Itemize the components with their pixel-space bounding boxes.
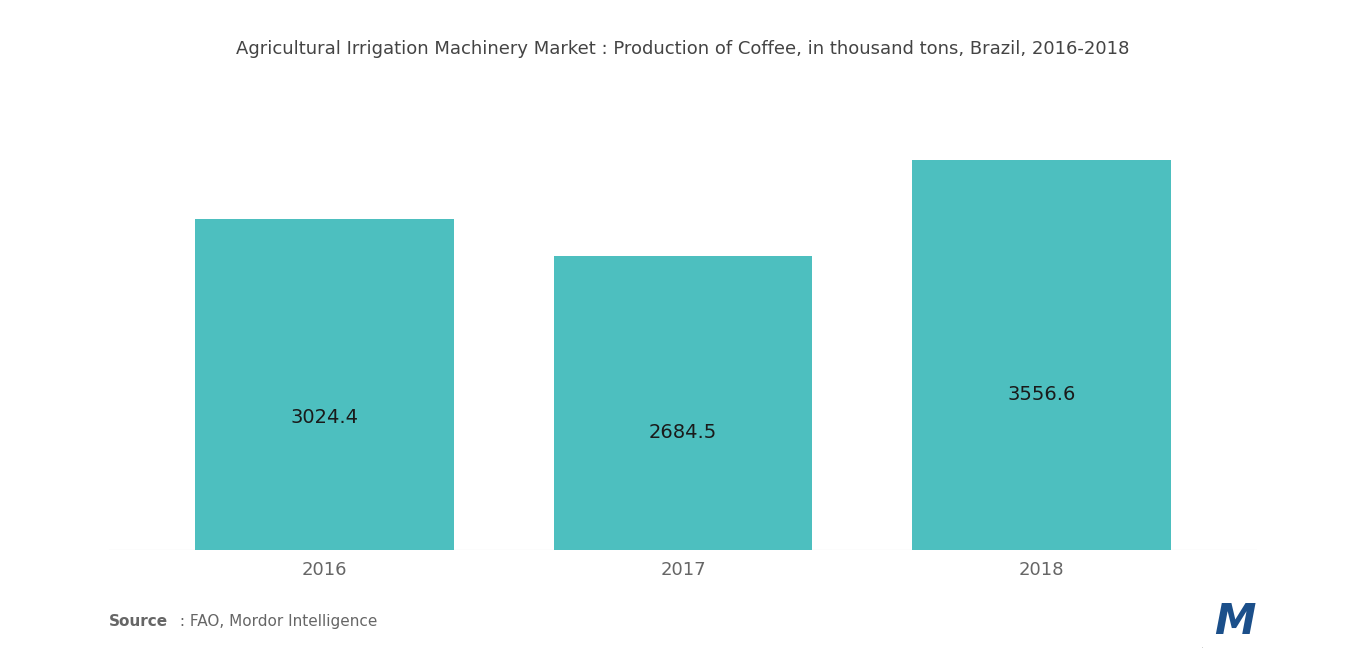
Bar: [912, 160, 1171, 550]
Text: Source: Source: [109, 614, 168, 629]
Title: Agricultural Irrigation Machinery Market : Production of Coffee, in thousand ton: Agricultural Irrigation Machinery Market…: [236, 39, 1130, 58]
Text: M: M: [1214, 601, 1255, 643]
Bar: [195, 219, 454, 550]
Text: 3024.4: 3024.4: [291, 408, 358, 427]
Text: : FAO, Mordor Intelligence: : FAO, Mordor Intelligence: [175, 614, 377, 629]
Text: 3556.6: 3556.6: [1007, 384, 1076, 403]
Bar: [555, 256, 811, 550]
Text: 2684.5: 2684.5: [649, 423, 717, 442]
